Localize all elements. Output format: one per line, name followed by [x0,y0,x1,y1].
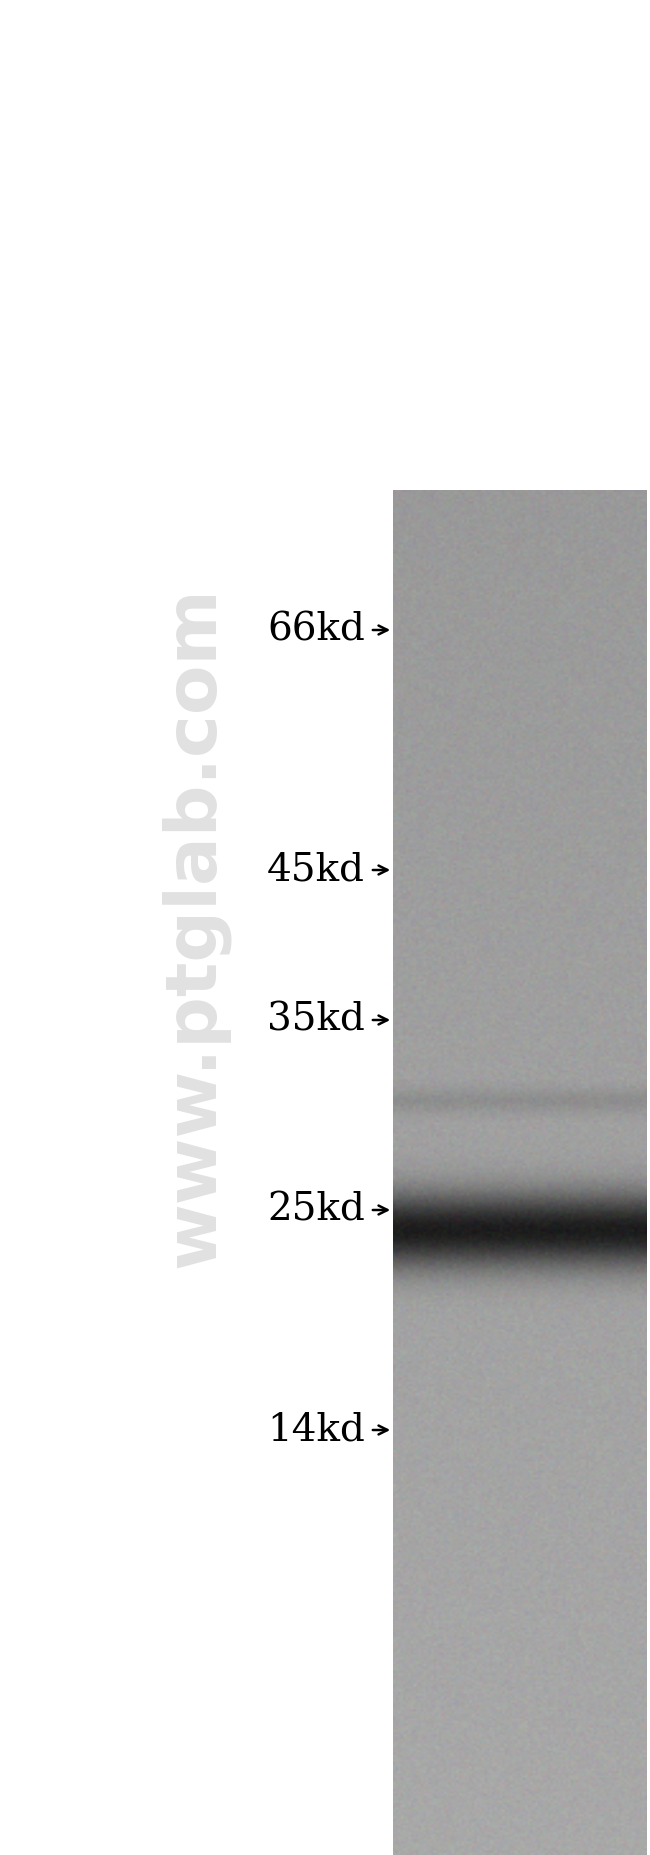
Text: 25kd: 25kd [267,1191,365,1228]
Text: 66kd: 66kd [267,612,365,649]
Text: www.ptglab.com: www.ptglab.com [161,586,229,1269]
Text: 45kd: 45kd [267,851,365,889]
Text: 14kd: 14kd [267,1412,365,1449]
Text: 35kd: 35kd [267,1002,365,1039]
